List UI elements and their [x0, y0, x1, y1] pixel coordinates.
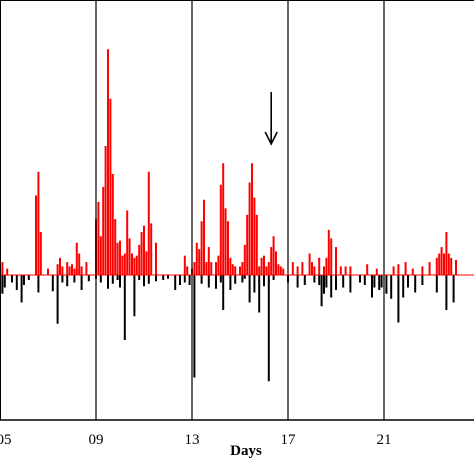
arrow-head	[264, 131, 278, 146]
day-gridlines	[95, 0, 385, 420]
x-tick-label-21: 21	[377, 432, 392, 448]
bars-layer	[1, 49, 457, 382]
x-tick-label-13: 13	[185, 432, 200, 448]
x-axis-title: Days	[230, 443, 262, 459]
x-tick-label-17: 17	[281, 432, 297, 448]
x-tick-labels: 05 09 13 17 21	[0, 432, 392, 448]
x-tick-label-09: 09	[89, 432, 104, 448]
annotation-arrow	[264, 92, 278, 146]
x-tick-label-05: 05	[0, 432, 12, 448]
